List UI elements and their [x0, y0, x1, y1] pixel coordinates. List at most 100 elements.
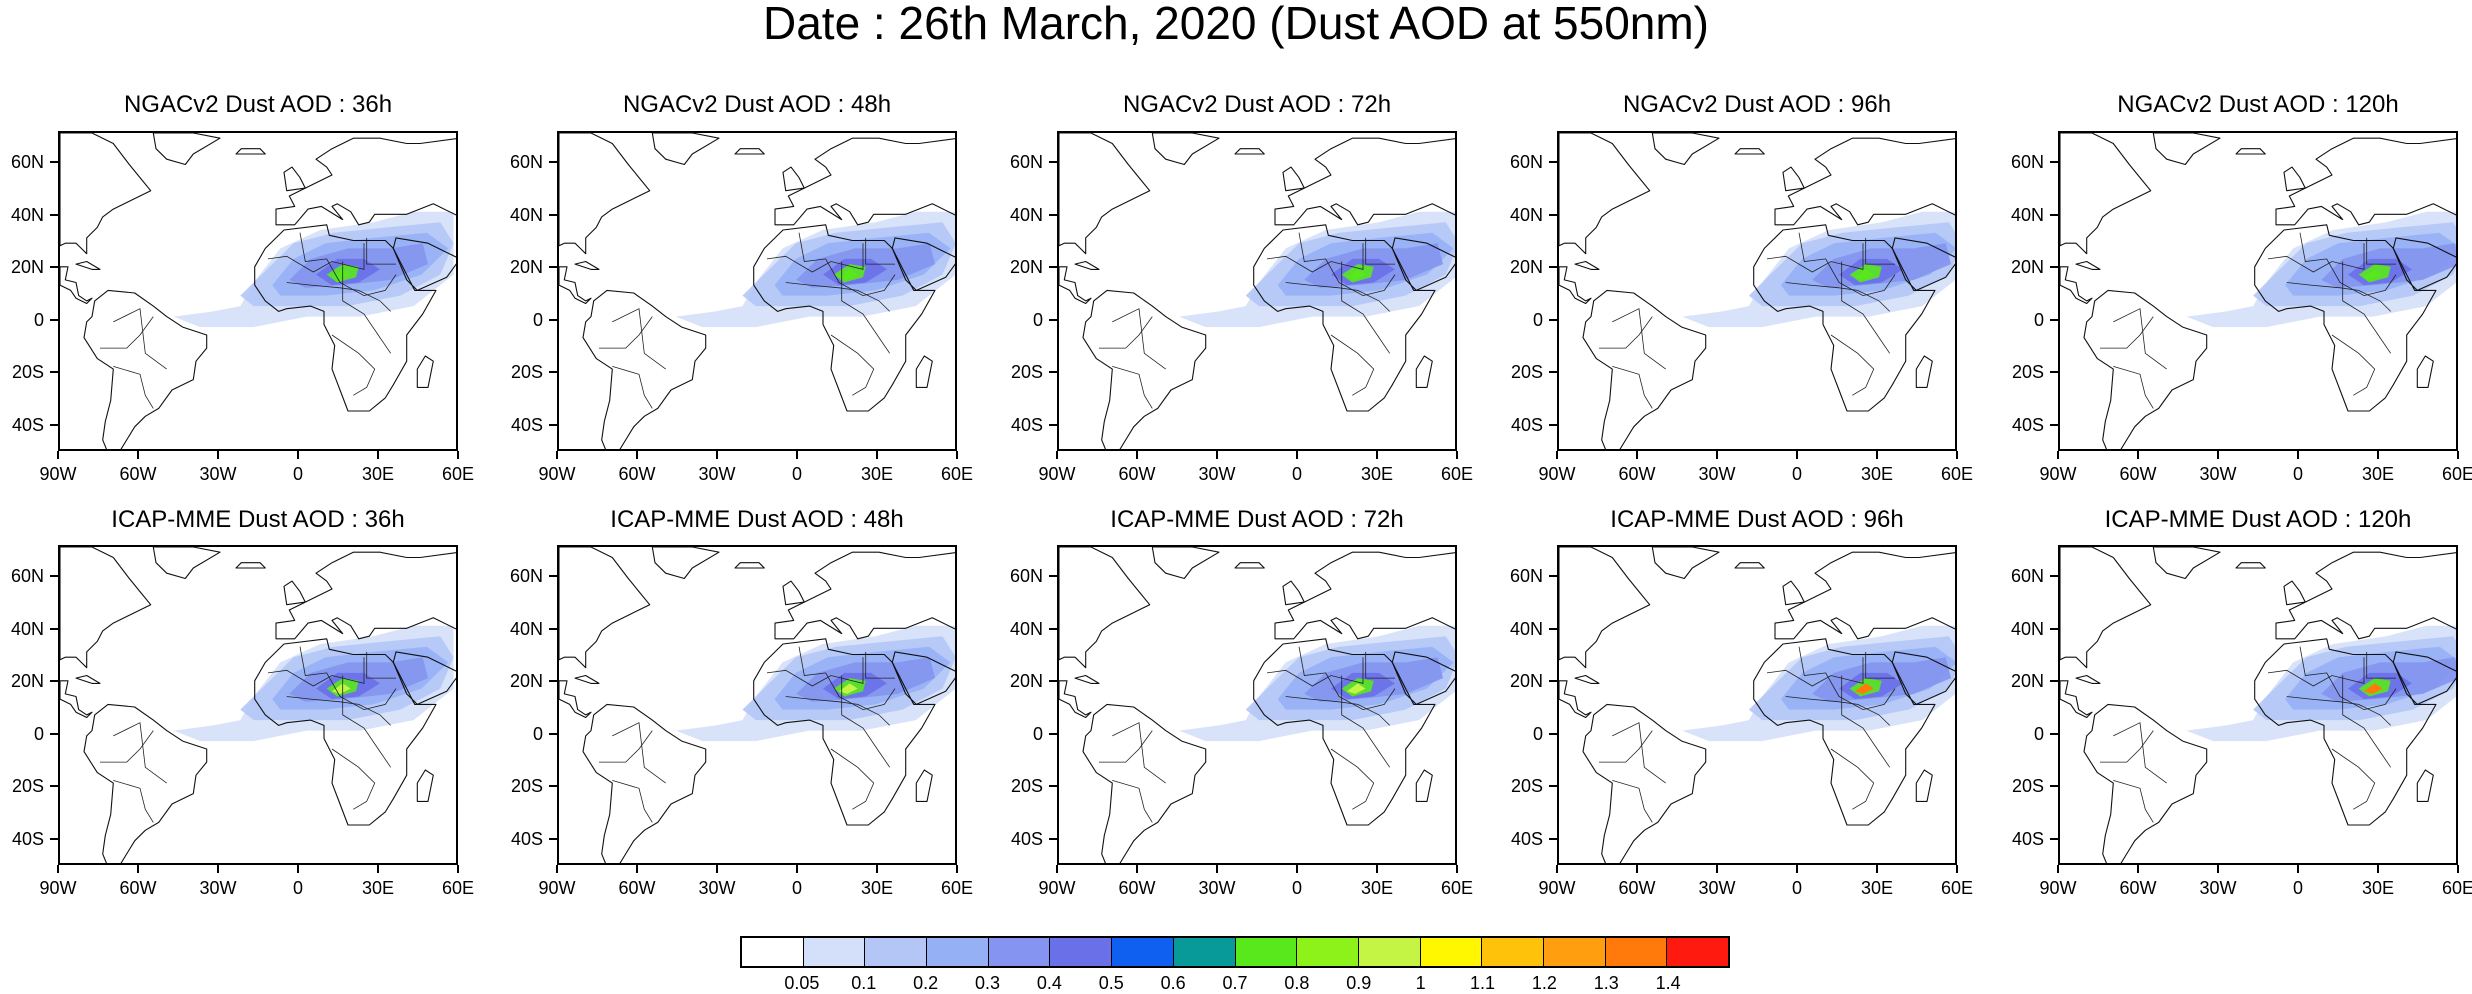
country-border — [1841, 675, 1891, 768]
lon-tick — [57, 865, 59, 873]
aod-peak — [1855, 683, 1874, 694]
lon-label: 90W — [1038, 878, 1076, 898]
lon-tick — [1216, 451, 1218, 459]
coastline — [559, 133, 651, 255]
lon-label: 60E — [441, 878, 475, 898]
country-border — [100, 316, 154, 349]
lat-tick — [1549, 627, 1557, 630]
lat-label: 40S — [11, 414, 44, 435]
coastline — [753, 638, 936, 826]
lon-tick — [1636, 865, 1638, 873]
colorbar-swatch — [1297, 938, 1359, 966]
lat-tick — [2050, 161, 2058, 164]
coastline — [2235, 562, 2266, 569]
lat-label: 40N — [1009, 204, 1043, 225]
lon-label: 90W — [538, 878, 576, 898]
country-border — [1099, 730, 1153, 763]
coastline — [1651, 547, 1720, 580]
coastline — [2083, 703, 2208, 863]
panel-title: NGACv2 Dust AOD : 96h — [1622, 91, 1892, 118]
lat-tick — [549, 680, 557, 683]
coastline — [891, 237, 955, 291]
country-border — [2299, 646, 2397, 711]
coastline — [1274, 551, 1455, 640]
country-border — [113, 366, 154, 409]
dust-aod-map — [1057, 545, 1457, 865]
lat-label: 20N — [10, 671, 44, 692]
lon-label: 0 — [1291, 464, 1302, 484]
coastline — [559, 266, 592, 305]
country-border — [1830, 748, 1875, 810]
lon-tick — [876, 451, 878, 459]
lon-tick — [217, 865, 219, 873]
country-border — [1785, 696, 1890, 726]
coastline — [1415, 355, 1433, 388]
country-border — [2366, 651, 2396, 679]
coastline — [1559, 680, 1592, 719]
coastline — [1915, 355, 1933, 388]
country-border — [798, 646, 896, 711]
country-border — [785, 282, 890, 312]
lon-tick — [956, 865, 958, 873]
lat-tick — [1049, 371, 1057, 374]
lon-label: 0 — [292, 878, 303, 898]
colorbar-swatch — [1050, 938, 1113, 966]
lat-label: 60N — [509, 566, 543, 587]
coastline — [1782, 166, 1805, 192]
lat-tick — [1049, 575, 1057, 578]
lon-tick — [217, 451, 219, 459]
country-border — [1766, 243, 1864, 273]
country-border — [1612, 308, 1666, 370]
lat-label: 40N — [1009, 618, 1043, 639]
coastline — [734, 562, 765, 569]
country-border — [1841, 261, 1891, 354]
lat-label: 20S — [510, 362, 543, 383]
country-border — [1112, 722, 1166, 784]
map-canvas — [559, 547, 955, 863]
lon-tick — [1716, 865, 1718, 873]
lat-label: 60N — [10, 566, 44, 587]
lat-tick — [549, 423, 557, 426]
lat-tick — [50, 318, 58, 321]
lat-tick — [1549, 785, 1557, 788]
coastline — [1074, 674, 1100, 684]
country-border — [2267, 657, 2365, 687]
lat-label: 40N — [2010, 618, 2044, 639]
lat-tick — [549, 732, 557, 735]
lat-tick — [1549, 318, 1557, 321]
lat-label: 0 — [532, 309, 543, 330]
lon-tick — [1296, 865, 1298, 873]
aod-peak — [839, 269, 858, 280]
coastline — [1891, 651, 1955, 705]
colorbar-label: 0.9 — [1346, 973, 1372, 993]
lat-label: 60N — [509, 152, 543, 173]
colorbar-swatch — [988, 938, 1051, 966]
country-border — [299, 646, 397, 711]
lat-tick — [1049, 266, 1057, 269]
lat-tick — [50, 837, 58, 840]
lon-label: 30E — [361, 464, 395, 484]
lat-tick — [2050, 627, 2058, 630]
coastline — [1582, 703, 1707, 863]
colorbar-swatch — [1173, 938, 1236, 966]
coastline — [2152, 547, 2221, 580]
lon-label: 60W — [1618, 878, 1656, 898]
country-border — [1099, 316, 1153, 349]
lon-tick — [2137, 451, 2139, 459]
figure-title: Date : 26th March, 2020 (Dust AOD at 550… — [762, 0, 1709, 49]
lat-label: 0 — [1032, 723, 1043, 744]
lat-tick — [50, 575, 58, 578]
lat-tick — [2050, 318, 2058, 321]
coastline — [1253, 224, 1436, 412]
country-border — [2366, 237, 2396, 265]
lat-label: 40S — [1010, 828, 1043, 849]
coastline — [1915, 769, 1933, 802]
lat-label: 20S — [1010, 362, 1043, 383]
colorbar-swatch — [1605, 938, 1668, 966]
lat-label: 20N — [2010, 257, 2044, 278]
lat-label: 60N — [1009, 152, 1043, 173]
coastline — [1734, 562, 1765, 569]
lon-tick — [377, 865, 379, 873]
lat-tick — [549, 161, 557, 164]
lon-label: 60E — [2441, 464, 2472, 484]
